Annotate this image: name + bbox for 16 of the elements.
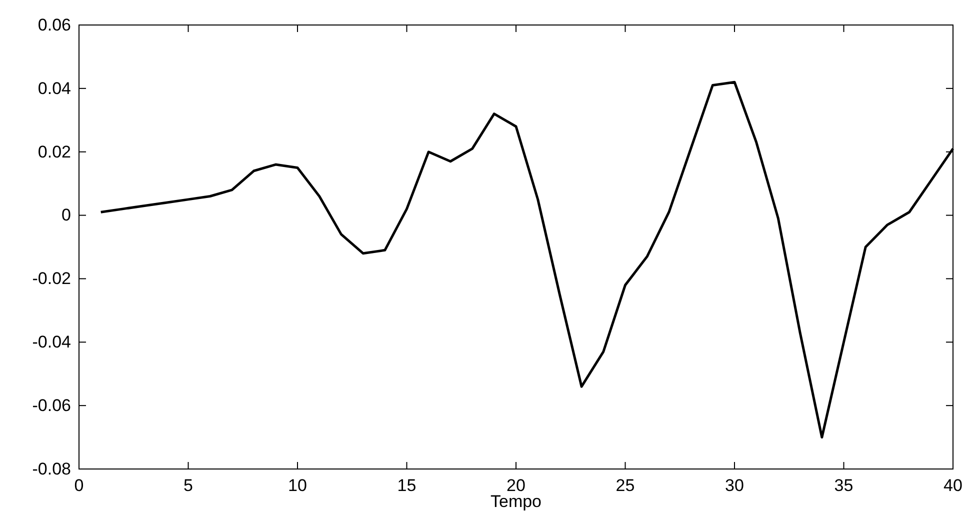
y-tick-label: 0 bbox=[62, 206, 71, 225]
y-tick-label: 0.04 bbox=[38, 78, 71, 98]
y-tick-label: -0.02 bbox=[32, 269, 71, 288]
x-tick-label: 10 bbox=[288, 476, 307, 496]
x-tick-label: 35 bbox=[834, 476, 854, 496]
x-tick-label: 5 bbox=[184, 476, 193, 496]
y-tick-label: -0.06 bbox=[32, 396, 71, 416]
y-tick-label: 0.02 bbox=[38, 142, 71, 162]
y-tick-label: -0.04 bbox=[32, 332, 71, 352]
x-tick-label: 30 bbox=[725, 476, 744, 496]
y-tick-label: -0.08 bbox=[32, 459, 71, 478]
x-tick-label: 25 bbox=[616, 476, 635, 496]
y-tick-label: 0.06 bbox=[38, 15, 71, 34]
x-tick-label: 15 bbox=[397, 476, 416, 496]
x-tick-label: 40 bbox=[944, 476, 962, 496]
x-tick-label: 0 bbox=[74, 476, 84, 496]
